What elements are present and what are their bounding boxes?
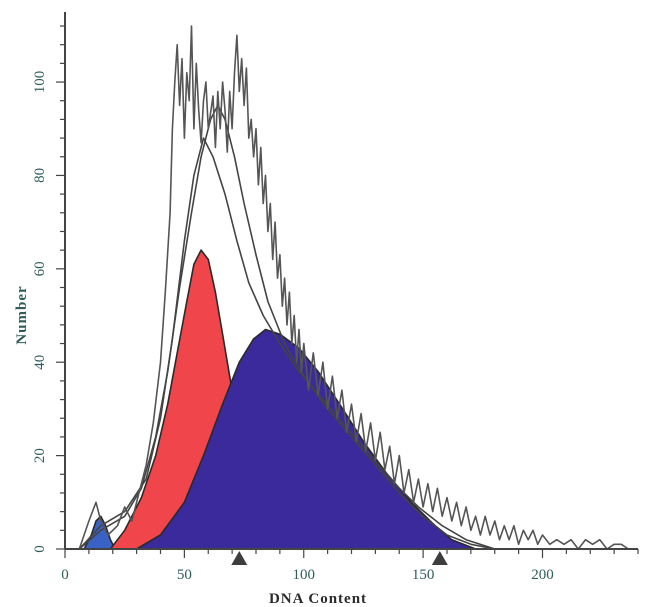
outline-series-4 — [78, 137, 496, 550]
y-tick-label: 0 — [32, 545, 48, 553]
outline-series-3 — [78, 104, 495, 550]
x-tick-label: 100 — [293, 567, 316, 583]
y-tick-label: 40 — [32, 355, 48, 370]
outline-series-5 — [78, 25, 629, 550]
x-tick-label: 150 — [412, 567, 435, 583]
gate-marker — [431, 551, 448, 565]
x-tick-label: 50 — [177, 567, 192, 583]
y-tick-label: 20 — [32, 448, 48, 463]
plot-area — [78, 25, 629, 550]
y-tick-label: 60 — [32, 261, 48, 276]
y-tick-label: 80 — [32, 168, 48, 183]
ticks: 0 20 40 60 80 100 0 50 100 150 200 — [32, 25, 639, 583]
gate-marker — [231, 551, 248, 565]
y-tick-label: 100 — [32, 71, 48, 94]
x-tick-label: 0 — [61, 567, 69, 583]
y-axis-title: Number — [14, 285, 30, 344]
x-tick-label: 200 — [531, 567, 554, 583]
x-axis-title: DNA Content — [269, 591, 367, 607]
